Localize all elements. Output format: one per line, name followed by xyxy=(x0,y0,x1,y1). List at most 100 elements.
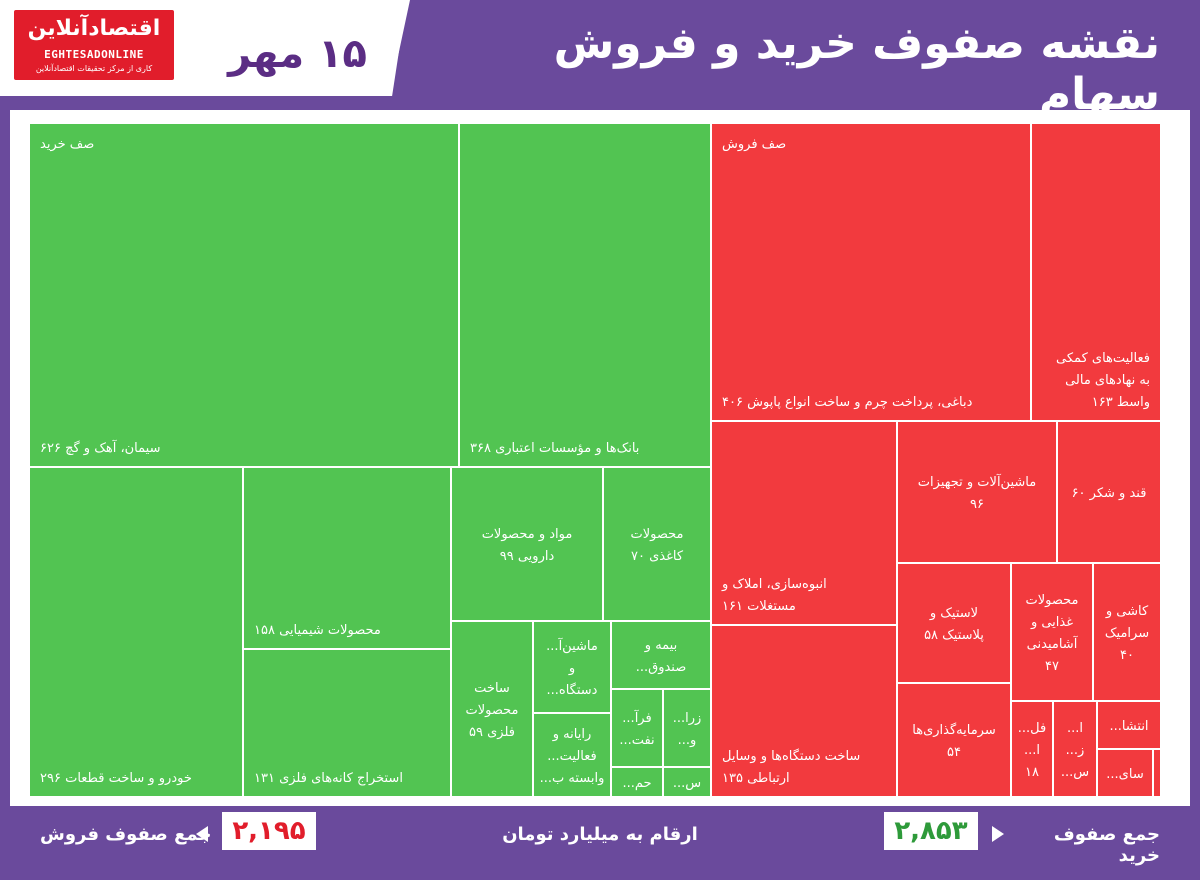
sell-cell-4 xyxy=(1058,422,1160,562)
sell-cell-5-label: ساخت دستگاه‌ها و وسایل xyxy=(722,748,860,764)
buy-cell-9-label: بیمه و xyxy=(644,638,677,653)
sell-cell-2-label: مستغلات ۱۶۱ xyxy=(722,599,796,614)
date-badge: ۱۵ مهر xyxy=(190,12,405,96)
sell-cell-8-label: سرامیک xyxy=(1105,626,1149,641)
buy-cell-11 xyxy=(612,690,662,766)
sell-cell-10 xyxy=(1012,702,1052,796)
sell-cell-2 xyxy=(712,422,896,624)
sell-cell-14 xyxy=(1154,750,1160,796)
buy-cell-5-label: مواد و محصولات xyxy=(482,527,573,542)
buy-cell-6-label: کاغذی ۷۰ xyxy=(631,549,684,564)
sell-cell-13 xyxy=(1098,750,1152,796)
buy-cell-13 xyxy=(612,768,662,796)
buy-group-title: صف خرید xyxy=(40,137,94,152)
sell-cell-10-label: فل... xyxy=(1018,721,1046,736)
sell-cell-3-label: ۹۶ xyxy=(970,497,984,512)
buy-cell-1-label: بانک‌ها و مؤسسات اعتباری ۳۶۸ xyxy=(470,441,639,456)
sell-cell-6 xyxy=(898,564,1010,682)
sell-cell-8 xyxy=(1094,564,1160,700)
buy-cell-5 xyxy=(452,468,602,620)
buy-cell-8-label: و xyxy=(568,661,575,676)
buy-arrow-icon xyxy=(992,826,1004,842)
sell-cell-12 xyxy=(1098,702,1160,748)
buy-cell-12-label: زرا... xyxy=(673,711,702,726)
sell-cell-10-label: ا... xyxy=(1024,743,1040,758)
sell-cell-8-label: کاشی و xyxy=(1105,604,1149,619)
sell-cell-10-label: ۱۸ xyxy=(1025,765,1039,780)
sell-cell-1-label: واسط ۱۶۳ xyxy=(1092,395,1150,410)
buy-cell-4 xyxy=(244,650,450,796)
buy-cell-7-label: فلزی ۵۹ xyxy=(469,725,515,740)
buy-total-label: جمع صفوف خرید xyxy=(1053,824,1160,866)
buy-cell-0 xyxy=(30,124,458,466)
sell-cell-1-label: فعالیت‌های کمکی xyxy=(1056,351,1150,366)
sell-cell-6-label: پلاستیک ۵۸ xyxy=(924,628,984,643)
buy-cell-7-label: محصولات xyxy=(466,703,519,718)
sell-cell-11-label: ا... xyxy=(1067,721,1083,736)
buy-cell-6 xyxy=(604,468,710,620)
buy-cell-12 xyxy=(664,690,710,766)
sell-cell-11-label: ز... xyxy=(1066,743,1085,758)
sell-cell-7 xyxy=(1012,564,1092,700)
buy-cell-14 xyxy=(664,768,710,796)
buy-total-value: ۲,۸۵۳ xyxy=(884,812,978,850)
buy-cell-13-label: حم... xyxy=(622,776,651,791)
buy-cell-2-label: خودرو و ساخت قطعات ۲۹۶ xyxy=(40,771,192,786)
buy-cell-10-label: رایانه و xyxy=(552,727,591,742)
logo-latin: EGHTESADONLINE xyxy=(44,48,144,61)
buy-cell-8-label: ماشین‌آ... xyxy=(546,637,598,654)
buy-cell-12-label: و... xyxy=(678,733,697,748)
buy-cell-4-label: استخراج کانه‌های فلزی ۱۳۱ xyxy=(254,771,403,786)
page-title: نقشه صفوف خرید و فروش سهام xyxy=(553,18,1160,120)
sell-cell-7-label: ۴۷ xyxy=(1045,659,1059,674)
sell-cell-3 xyxy=(898,422,1056,562)
buy-cell-7 xyxy=(452,622,532,796)
sell-group-title: صف فروش xyxy=(722,137,786,152)
buy-cell-10-label: فعالیت... xyxy=(547,749,597,764)
units-note: ارقام به میلیارد تومان xyxy=(502,824,698,845)
sell-total-label: جمع صفوف فروش xyxy=(40,824,212,845)
sell-cell-11-label: س... xyxy=(1061,765,1089,780)
buy-cell-1 xyxy=(460,124,710,466)
buy-cell-7-label: ساخت xyxy=(474,681,510,696)
sell-cell-12-label: انتشا... xyxy=(1109,719,1148,734)
buy-cell-9-label: صندوق... xyxy=(636,660,687,675)
sell-cell-1-label: به نهادهای مالی xyxy=(1065,373,1150,388)
sell-cell-13-label: سای... xyxy=(1106,767,1143,782)
sell-cell-4-label: قند و شکر ۶۰ xyxy=(1072,486,1147,501)
buy-cell-8-label: دستگاه... xyxy=(547,682,598,698)
sell-cell-7-label: محصولات xyxy=(1026,593,1079,608)
sell-cell-11 xyxy=(1054,702,1096,796)
treemap-frame: سیمان، آهک و گچ ۶۲۶ بانک‌ها و مؤسسات اعتب… xyxy=(10,110,1190,806)
sell-cell-1 xyxy=(1032,124,1160,420)
sell-cell-2-label: انبوه‌سازی، املاک و xyxy=(721,577,827,592)
sell-cell-3-label: ماشین‌آلات و تجهیزات xyxy=(918,473,1036,490)
sell-cell-0 xyxy=(712,124,1030,420)
sell-cell-7-label: غذایی و xyxy=(1030,615,1073,630)
buy-cell-9 xyxy=(612,622,710,688)
buy-cell-14-label: س... xyxy=(673,776,701,791)
buy-cell-3 xyxy=(244,468,450,648)
date-text: ۱۵ مهر xyxy=(228,31,367,77)
buy-cell-5-label: دارویی ۹۹ xyxy=(500,549,555,564)
buy-cell-3-label: محصولات شیمیایی ۱۵۸ xyxy=(254,623,381,638)
buy-cell-2 xyxy=(30,468,242,796)
buy-cell-11-label: فرآ... xyxy=(622,709,651,726)
buy-cell-6-label: محصولات xyxy=(631,527,684,542)
sell-cell-5 xyxy=(712,626,896,796)
sell-total-value: ۲,۱۹۵ xyxy=(222,812,316,850)
sell-cell-9 xyxy=(898,684,1010,796)
buy-cell-0-label: سیمان، آهک و گچ ۶۲۶ xyxy=(40,439,160,456)
buy-cell-8 xyxy=(534,622,610,712)
sell-cell-9-label: سرمایه‌گذاری‌ها xyxy=(912,722,995,738)
treemap-chart: سیمان، آهک و گچ ۶۲۶ بانک‌ها و مؤسسات اعتب… xyxy=(30,124,1160,796)
sell-cell-0-label: دباغی، پرداخت چرم و ساخت انواع پاپوش ۴۰۶ xyxy=(722,395,973,410)
sell-arrow-icon xyxy=(196,826,208,842)
sell-cell-8-label: ۴۰ xyxy=(1120,648,1134,663)
brand-logo: اقتصادآنلاین EGHTESADONLINE کاری از مرکز… xyxy=(14,10,174,80)
sell-cell-7-label: آشامیدنی xyxy=(1027,635,1079,652)
buy-cell-11-label: نفت... xyxy=(619,733,654,748)
buy-cell-10-label: وابسته ب... xyxy=(540,771,605,786)
sell-cell-9-label: ۵۴ xyxy=(947,745,961,760)
logo-tagline: کاری از مرکز تحقیقات اقتصادآنلاین xyxy=(35,64,153,73)
